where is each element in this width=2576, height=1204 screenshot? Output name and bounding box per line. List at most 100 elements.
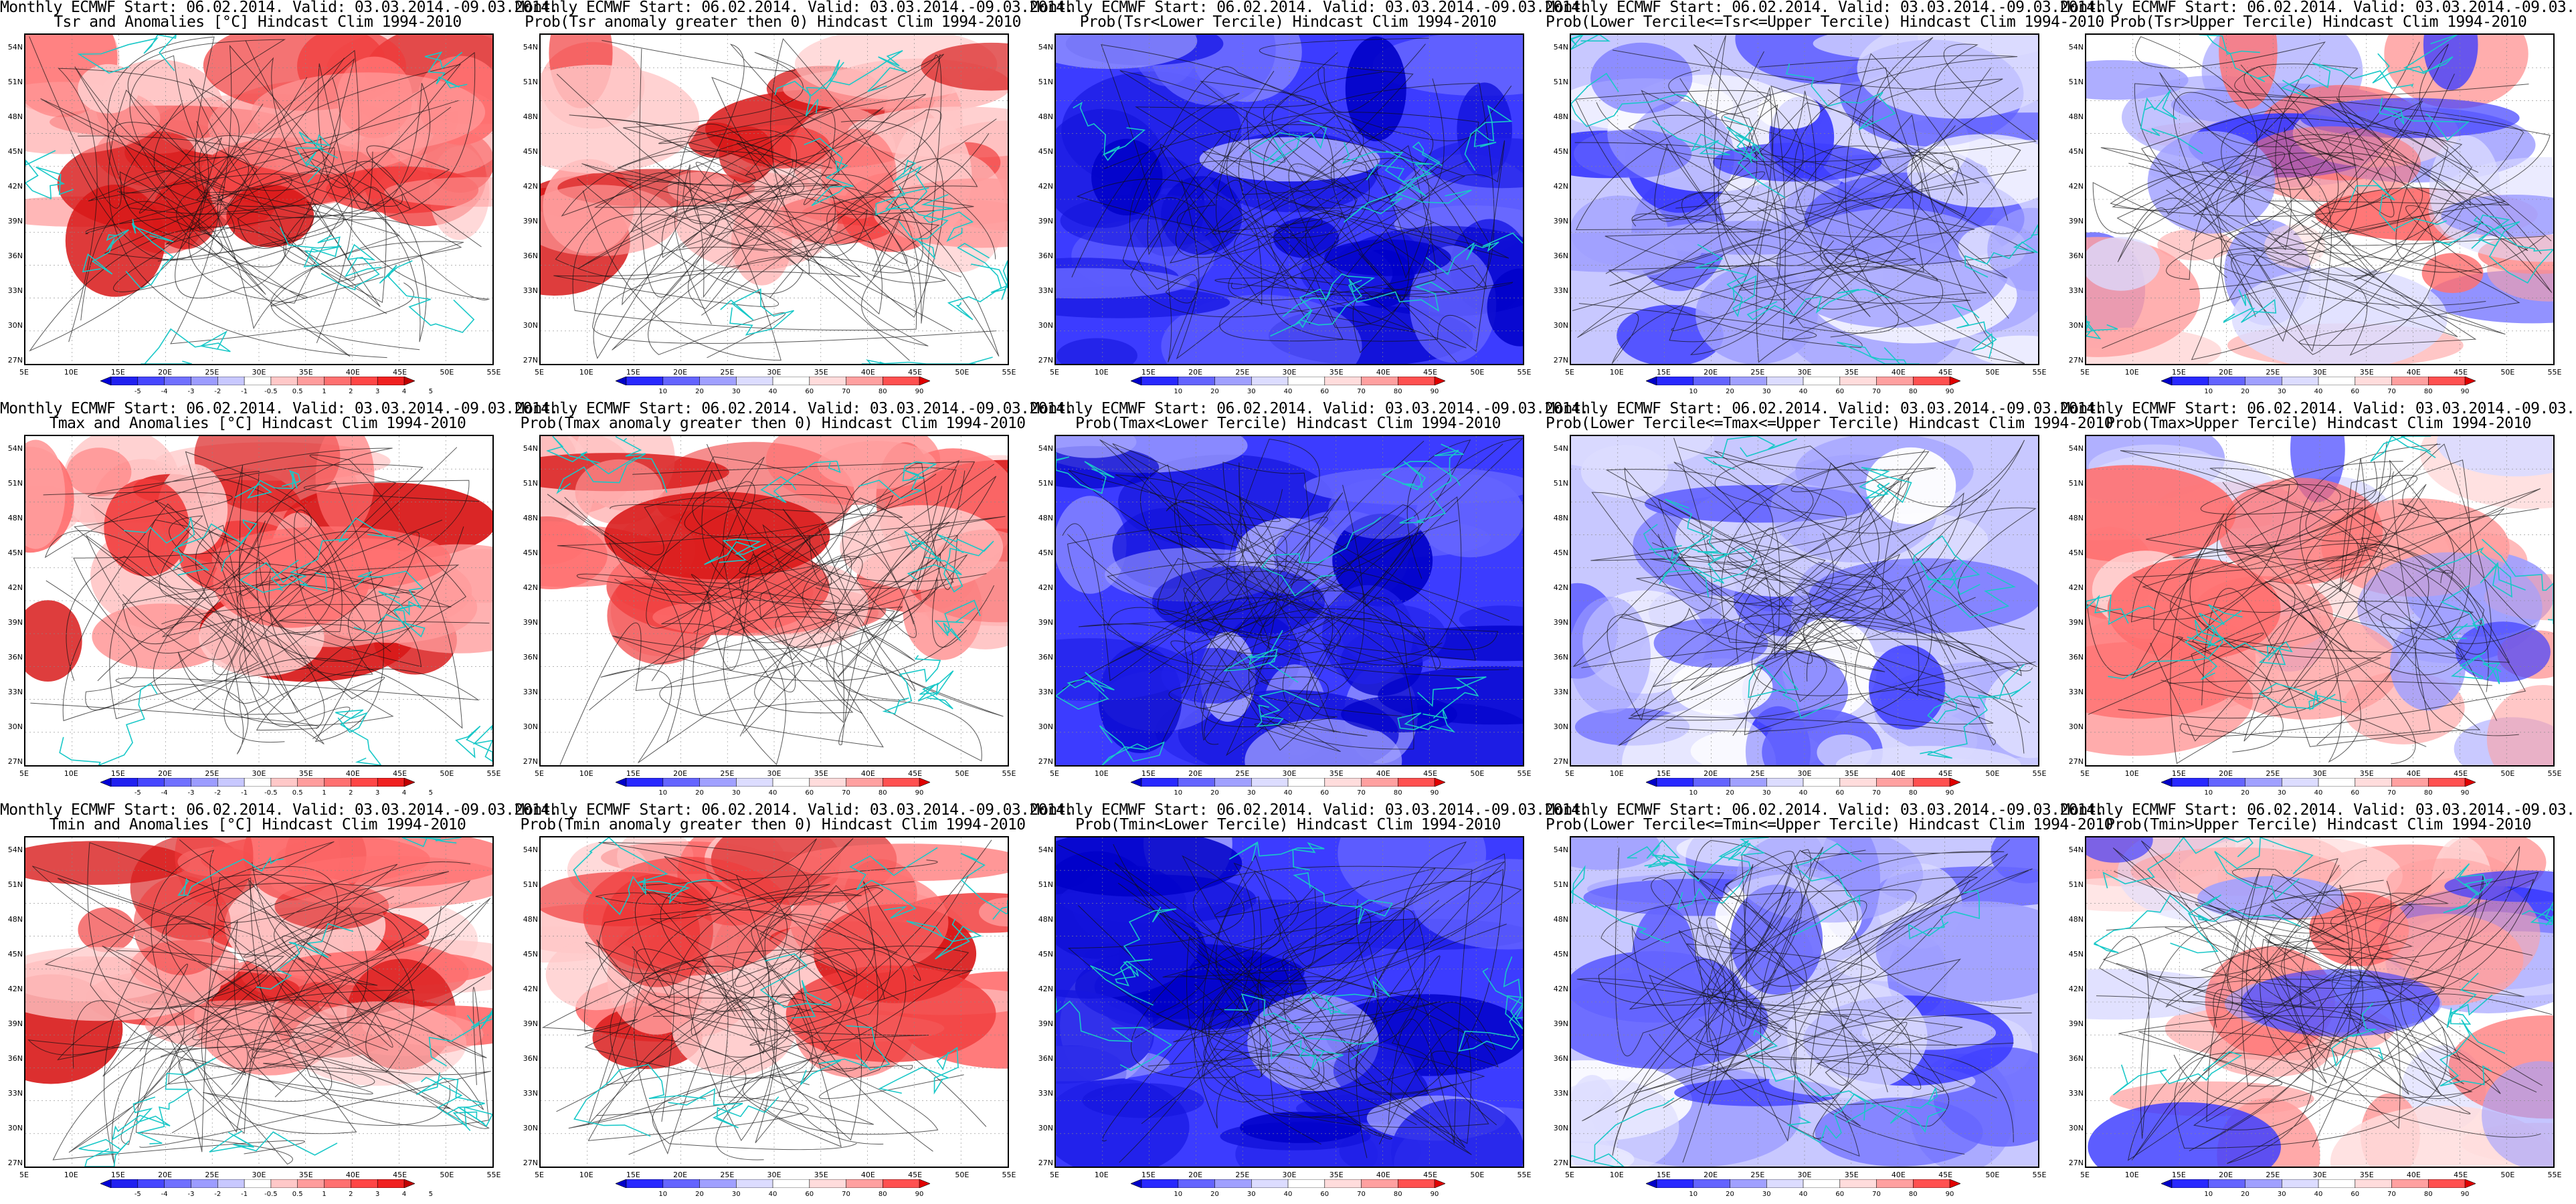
shaded-field-region xyxy=(979,897,1008,927)
colorbar-swatch xyxy=(1912,377,1950,385)
map-plot-area xyxy=(1054,435,1524,767)
colorbar-legend xyxy=(100,377,415,385)
coastline-border xyxy=(1964,224,2038,278)
coastline-border xyxy=(800,1025,891,1085)
coastline-border xyxy=(2187,603,2243,649)
contour-line xyxy=(1194,880,1472,1155)
contour-line xyxy=(30,447,460,731)
contour-line xyxy=(1078,872,1378,1090)
latitude-tick-label: 45N xyxy=(7,548,23,557)
colorbar-tick-label: 40 xyxy=(768,388,777,395)
contour-line xyxy=(108,58,387,359)
longitude-tick-label: 40E xyxy=(860,368,875,377)
coastline-border xyxy=(424,52,468,89)
colorbar-swatch xyxy=(1766,778,1804,787)
shaded-field-region xyxy=(921,529,1008,649)
latitude-tick-label: 27N xyxy=(523,757,538,766)
longitude-tick-label: 10E xyxy=(579,368,593,377)
colorbar-swatch xyxy=(217,377,245,385)
latitude-tick-label: 48N xyxy=(7,514,23,522)
shaded-field-region xyxy=(1199,137,1380,182)
colorbar-swatch xyxy=(1912,778,1950,787)
latitude-tick-label: 42N xyxy=(523,182,538,191)
map-field-graphic xyxy=(2086,837,2553,1167)
shaded-field-region xyxy=(583,856,792,976)
colorbar-tick-label: 40 xyxy=(768,1191,777,1198)
latitude-tick-label: 39N xyxy=(1038,618,1053,627)
shaded-field-region xyxy=(1422,138,1523,189)
contour-line xyxy=(636,38,940,346)
longitude-tick-label: 45E xyxy=(908,1171,923,1179)
coastline-border xyxy=(1123,906,1177,977)
colorbar-swatch xyxy=(882,1179,920,1188)
colorbar-tick-label: 60 xyxy=(1320,388,1329,395)
colorbar-swatch xyxy=(100,377,112,385)
colorbar-swatch xyxy=(2355,1179,2393,1188)
longitude-tick-label: 40E xyxy=(860,1171,875,1179)
coastline-border xyxy=(2370,436,2436,462)
colorbar-swatch xyxy=(2318,1179,2356,1188)
colorbar-tick-label: 5 xyxy=(428,388,433,395)
coastline-border xyxy=(1927,681,2031,724)
longitude-tick-label: 55E xyxy=(1002,368,1016,377)
colorbar-swatch xyxy=(270,778,298,787)
longitude-tick-label: 45E xyxy=(1423,769,1438,778)
longitude-tick-label: 30E xyxy=(767,769,781,778)
colorbar-swatch xyxy=(1839,778,1877,787)
latitude-tick-label: 30N xyxy=(1038,1124,1053,1132)
panel-title-line-2: Prob(Tsr<Lower Tercile) Hindcast Clim 19… xyxy=(1079,13,1497,31)
longitude-tick-label: 30E xyxy=(1282,769,1297,778)
contour-line xyxy=(1175,120,1468,342)
coastline-border xyxy=(2112,1051,2243,1096)
panel-title-line-1: Monthly ECMWF Start: 06.02.2014. Valid: … xyxy=(1546,801,2104,819)
colorbar-tick-label: 4 xyxy=(401,1191,407,1198)
contour-line xyxy=(1214,70,1513,298)
colorbar-swatch xyxy=(377,778,405,787)
longitude-tick-label: 45E xyxy=(2454,769,2468,778)
colorbar-swatch xyxy=(1141,377,1179,385)
longitude-tick-label: 30E xyxy=(2312,368,2327,377)
panel-title-line-1: Monthly ECMWF Start: 06.02.2014. Valid: … xyxy=(1030,400,1589,417)
contour-line xyxy=(2132,513,2485,699)
contour-line xyxy=(1107,439,1471,733)
contour-line xyxy=(555,54,941,298)
coastline-border xyxy=(353,604,426,638)
panel-title-line-1: Monthly ECMWF Start: 06.02.2014. Valid: … xyxy=(1546,0,2104,16)
latitude-tick-label: 30N xyxy=(7,321,23,330)
latitude-tick-label: 54N xyxy=(1553,444,1568,453)
forecast-map-panel: Monthly ECMWF Start: 06.02.2014. Valid: … xyxy=(0,401,559,803)
colorbar-legend xyxy=(2161,1179,2476,1188)
contour-line xyxy=(2150,581,2492,742)
contour-line xyxy=(614,463,958,737)
colorbar-legend xyxy=(2161,377,2476,385)
colorbar-legend xyxy=(1131,778,1445,787)
shaded-field-region xyxy=(201,837,430,884)
colorbar-swatch xyxy=(772,1179,810,1188)
colorbar-swatch xyxy=(1656,377,1694,385)
colorbar-swatch xyxy=(2245,1179,2283,1188)
shaded-field-region xyxy=(2086,837,2153,863)
contour-line xyxy=(1078,561,1510,694)
colorbar-tick-label: 90 xyxy=(2460,1191,2470,1198)
coastline-border xyxy=(2435,214,2520,249)
colorbar-tick-label: 80 xyxy=(2423,1191,2433,1198)
contour-line xyxy=(1067,504,1443,716)
contour-line xyxy=(2118,484,2416,765)
colorbar-legend xyxy=(616,778,930,787)
contour-line xyxy=(1674,527,1858,690)
latitude-tick-label: 54N xyxy=(1038,444,1053,453)
coastline-border xyxy=(124,517,209,576)
map-plot-area xyxy=(2085,435,2555,767)
contour-line xyxy=(553,76,996,308)
coastline-border xyxy=(1908,890,1981,940)
coastline-border xyxy=(2473,216,2553,284)
colorbar-swatch xyxy=(2355,778,2393,787)
latitude-tick-label: 45N xyxy=(523,548,538,557)
coastline-border xyxy=(1571,72,1699,128)
map-field-graphic xyxy=(541,837,1008,1167)
contour-line xyxy=(1067,855,1436,1137)
colorbar-swatch xyxy=(846,377,884,385)
shaded-field-region xyxy=(66,447,132,497)
colorbar-tick-label: 20 xyxy=(1210,789,1219,797)
coastline-border xyxy=(239,559,328,593)
